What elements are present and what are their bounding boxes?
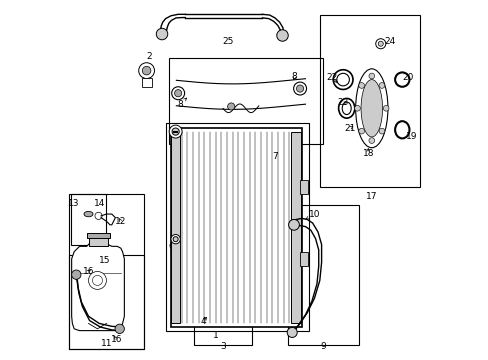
Circle shape bbox=[88, 271, 106, 289]
Circle shape bbox=[378, 128, 384, 134]
Circle shape bbox=[169, 125, 182, 138]
Circle shape bbox=[92, 275, 102, 285]
Circle shape bbox=[286, 327, 297, 337]
Text: 25: 25 bbox=[222, 37, 234, 46]
Text: 22: 22 bbox=[326, 73, 337, 82]
Bar bbox=[319, 15, 419, 187]
Bar bbox=[69, 255, 144, 348]
Text: 6: 6 bbox=[168, 242, 174, 251]
Text: 8: 8 bbox=[177, 98, 186, 109]
Circle shape bbox=[383, 105, 388, 111]
Circle shape bbox=[174, 90, 182, 97]
Text: 16: 16 bbox=[111, 335, 122, 344]
Bar bbox=[171, 128, 301, 327]
Circle shape bbox=[139, 63, 154, 78]
Bar bbox=[169, 58, 323, 144]
Circle shape bbox=[296, 85, 303, 92]
Text: 16: 16 bbox=[82, 267, 94, 276]
Circle shape bbox=[115, 324, 124, 333]
Circle shape bbox=[227, 103, 234, 110]
Text: 8: 8 bbox=[291, 72, 297, 81]
Circle shape bbox=[378, 82, 384, 88]
Text: 20: 20 bbox=[401, 73, 412, 82]
Bar bbox=[69, 194, 144, 348]
Circle shape bbox=[368, 138, 374, 143]
Circle shape bbox=[358, 128, 364, 134]
Circle shape bbox=[72, 270, 81, 279]
Text: 12: 12 bbox=[115, 217, 126, 226]
Bar bbox=[194, 298, 251, 345]
Text: 4: 4 bbox=[200, 317, 206, 326]
Circle shape bbox=[95, 212, 102, 220]
Bar bbox=[300, 252, 307, 266]
Circle shape bbox=[375, 39, 385, 49]
Circle shape bbox=[172, 128, 179, 135]
Text: 3: 3 bbox=[220, 342, 225, 351]
Text: 14: 14 bbox=[93, 199, 105, 208]
Bar bbox=[88, 237, 108, 246]
Circle shape bbox=[171, 87, 184, 100]
Text: 2: 2 bbox=[146, 52, 152, 61]
Text: 24: 24 bbox=[384, 37, 395, 46]
Text: 10: 10 bbox=[305, 210, 320, 219]
Bar bbox=[86, 233, 110, 238]
Bar bbox=[300, 180, 307, 194]
Text: 15: 15 bbox=[99, 256, 110, 265]
Ellipse shape bbox=[360, 80, 382, 137]
Circle shape bbox=[276, 30, 287, 41]
Circle shape bbox=[288, 220, 299, 230]
Circle shape bbox=[368, 73, 374, 79]
Text: 9: 9 bbox=[320, 342, 325, 351]
Text: 19: 19 bbox=[405, 132, 416, 141]
Ellipse shape bbox=[355, 69, 387, 148]
Polygon shape bbox=[72, 241, 124, 330]
Text: 1: 1 bbox=[212, 332, 218, 341]
Ellipse shape bbox=[84, 211, 93, 217]
Bar bbox=[70, 194, 106, 244]
Bar bbox=[287, 205, 359, 345]
Text: 23: 23 bbox=[337, 98, 348, 107]
Text: 13: 13 bbox=[68, 199, 80, 208]
Text: 11: 11 bbox=[101, 339, 112, 348]
Text: 10: 10 bbox=[290, 274, 302, 283]
Circle shape bbox=[378, 41, 383, 46]
Circle shape bbox=[293, 82, 306, 95]
Circle shape bbox=[142, 66, 151, 75]
Circle shape bbox=[171, 234, 180, 244]
Text: 18: 18 bbox=[362, 149, 373, 158]
Circle shape bbox=[173, 237, 178, 242]
Circle shape bbox=[358, 82, 364, 88]
Bar bbox=[142, 78, 151, 87]
Bar bbox=[165, 123, 308, 330]
Text: 5: 5 bbox=[171, 141, 177, 150]
Bar bbox=[171, 132, 180, 323]
Text: 21: 21 bbox=[344, 123, 355, 132]
Circle shape bbox=[156, 28, 167, 40]
Circle shape bbox=[354, 105, 360, 111]
Bar bbox=[290, 132, 301, 323]
Text: 17: 17 bbox=[366, 192, 377, 201]
Text: 7: 7 bbox=[271, 152, 277, 161]
